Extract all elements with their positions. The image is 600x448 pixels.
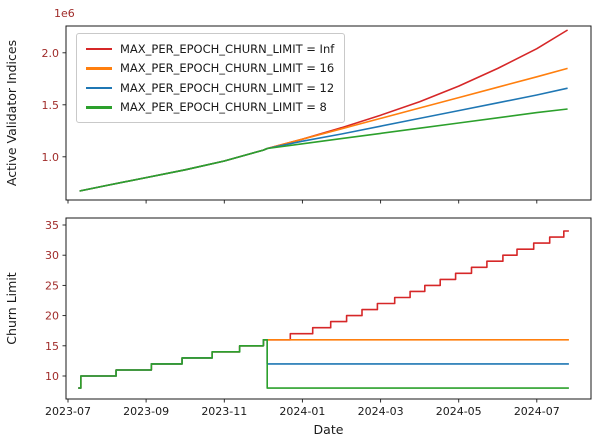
plot-spines: [65, 217, 592, 400]
x-tick-label: 2024-07: [514, 405, 560, 418]
y-tick-label: 10: [45, 370, 59, 383]
x-axis-label: Date: [314, 422, 344, 437]
x-tick-label: 2023-11: [201, 405, 247, 418]
y-tick-label: 20: [45, 310, 59, 323]
y-tick-label: 25: [45, 279, 59, 292]
legend-line-swatch-12: [86, 86, 112, 89]
x-tick-label: 2023-09: [123, 405, 169, 418]
y-tick-label: 2.0: [42, 47, 60, 60]
legend-line-swatch-8: [86, 106, 112, 109]
x-tick-label: 2023-07: [45, 405, 91, 418]
legend-item: MAX_PER_EPOCH_CHURN_LIMIT = 16: [86, 59, 334, 79]
legend-item: MAX_PER_EPOCH_CHURN_LIMIT = 8: [86, 98, 334, 118]
legend-item: MAX_PER_EPOCH_CHURN_LIMIT = Inf: [86, 39, 334, 59]
y-axis-label: Churn Limit: [4, 272, 19, 344]
legend-line-swatch-inf: [86, 47, 112, 50]
x-tick-label: 2024-03: [358, 405, 404, 418]
legend-item-label: MAX_PER_EPOCH_CHURN_LIMIT = Inf: [120, 41, 335, 56]
x-tick-label: 2024-05: [436, 405, 482, 418]
series-8: [79, 108, 568, 192]
plot-spines: [65, 25, 592, 201]
y-tick-label: 1.0: [42, 151, 60, 164]
legend-item-label: MAX_PER_EPOCH_CHURN_LIMIT = 12: [120, 80, 335, 95]
legend-item-label: MAX_PER_EPOCH_CHURN_LIMIT = 8: [120, 100, 327, 115]
y-axis-offset-label: 1e6: [54, 7, 75, 20]
y-tick-label: 30: [45, 249, 59, 262]
legend: MAX_PER_EPOCH_CHURN_LIMIT = Inf MAX_PER_…: [76, 33, 346, 123]
y-tick-label: 15: [45, 340, 59, 353]
y-tick-label: 1.5: [42, 99, 60, 112]
y-tick-label: 35: [45, 219, 59, 232]
x-tick-label: 2024-01: [279, 405, 325, 418]
y-axis-label: Active Validator Indices: [4, 40, 19, 186]
legend-line-swatch-16: [86, 67, 112, 70]
legend-item: MAX_PER_EPOCH_CHURN_LIMIT = 12: [86, 78, 334, 98]
legend-item-label: MAX_PER_EPOCH_CHURN_LIMIT = 16: [120, 61, 335, 76]
series-8: [78, 339, 569, 389]
